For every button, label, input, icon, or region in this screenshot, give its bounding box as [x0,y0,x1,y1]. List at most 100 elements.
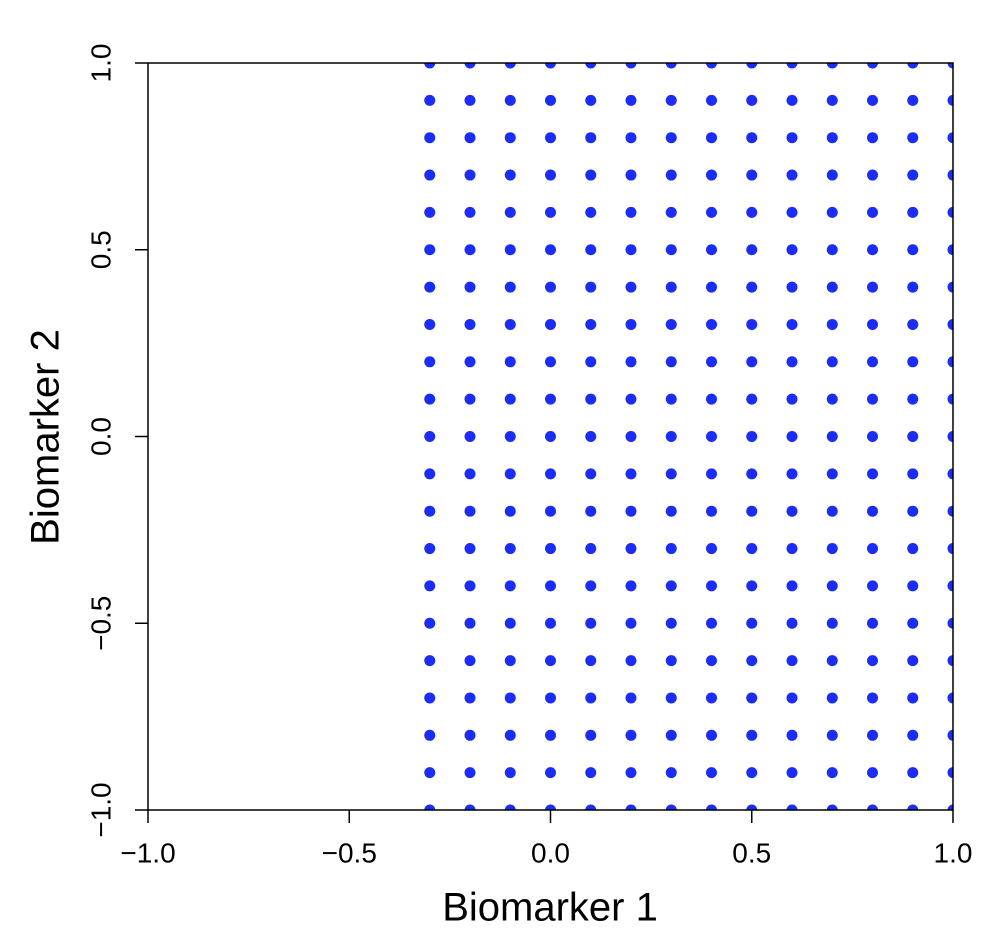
point [826,63,838,69]
point [907,206,919,218]
point [424,804,436,810]
point [464,318,476,330]
point [867,617,878,629]
point [786,655,798,667]
point [424,468,436,480]
point [665,767,677,779]
point [947,767,953,779]
point [504,393,516,405]
point [907,543,919,555]
y-tick-label: −0.5 [85,596,116,651]
point [504,244,516,256]
point [826,169,838,181]
point [947,468,953,480]
point [786,767,798,779]
point [826,505,838,517]
point [665,804,677,810]
point [665,580,677,592]
x-axis-title: Biomarker 1 [442,886,658,930]
point [585,655,597,667]
point [826,767,838,779]
point [706,244,717,256]
point [504,655,516,667]
point [665,505,677,517]
point [907,356,919,368]
point [746,431,758,442]
point [665,468,677,480]
point [424,767,436,779]
point [706,393,717,405]
point [746,767,758,779]
point [867,169,878,181]
point [424,318,436,330]
point [665,169,677,181]
point [504,281,516,293]
point [504,580,516,592]
point [545,543,556,555]
point [464,804,476,810]
point [786,94,798,106]
point [665,244,677,256]
point [826,281,838,293]
point [786,281,798,293]
point [826,244,838,256]
point [464,729,476,741]
point [826,356,838,368]
point [545,318,556,330]
point [625,393,637,405]
point [867,281,878,293]
point [585,543,597,555]
point [625,206,637,218]
point [424,356,436,368]
point [826,393,838,405]
y-axis-title: Biomarker 2 [24,329,68,545]
point [464,356,476,368]
point [706,692,717,704]
point [867,244,878,256]
point [706,356,717,368]
point [665,393,677,405]
point [706,505,717,517]
point [625,169,637,181]
point [706,94,717,106]
point [947,132,953,144]
point [424,281,436,293]
point [424,169,436,181]
point [947,505,953,517]
y-tick-label: 0.0 [85,417,116,456]
point [585,132,597,144]
points [424,63,953,810]
point [907,617,919,629]
point [665,655,677,667]
point [585,468,597,480]
point [947,244,953,256]
point [867,468,878,480]
point [867,580,878,592]
point [907,169,919,181]
point [585,431,597,442]
point [786,206,798,218]
point [625,692,637,704]
point [504,63,516,69]
point [585,63,597,69]
point [746,505,758,517]
point [907,431,919,442]
point [746,206,758,218]
point [585,729,597,741]
point [746,393,758,405]
point [665,132,677,144]
point [504,132,516,144]
point [867,356,878,368]
point [826,94,838,106]
point [585,94,597,106]
point [585,244,597,256]
point [706,281,717,293]
point [867,94,878,106]
point [545,431,556,442]
point [706,132,717,144]
point [625,505,637,517]
point [504,318,516,330]
point [746,244,758,256]
point [826,655,838,667]
point [746,617,758,629]
